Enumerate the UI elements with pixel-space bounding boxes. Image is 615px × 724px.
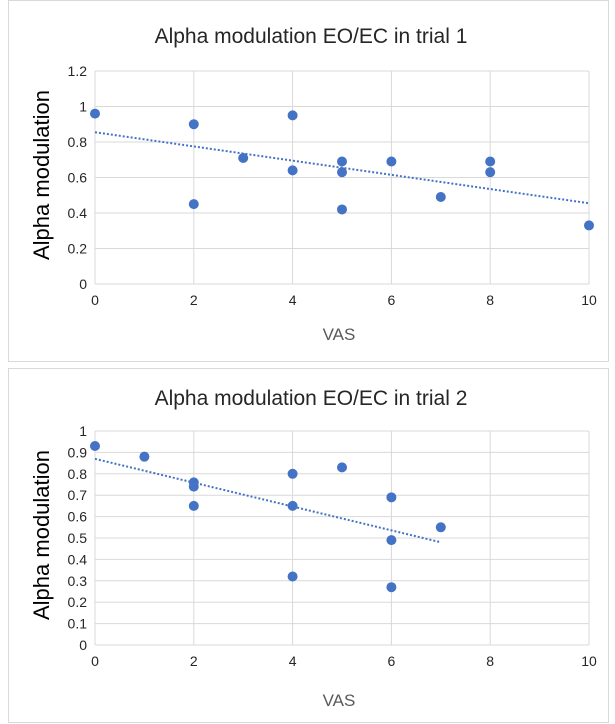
y-tick-label: 1 <box>79 99 87 115</box>
y-axis-title: Alpha modulation <box>29 450 54 620</box>
data-point <box>287 468 298 479</box>
data-point <box>287 571 298 582</box>
data-point <box>188 199 199 210</box>
x-axis-title: VAS <box>323 325 356 344</box>
chart-title: Alpha modulation EO/EC in trial 2 <box>155 387 468 410</box>
x-tick-label: 0 <box>91 292 99 308</box>
y-tick-label: 0.1 <box>68 616 88 632</box>
data-point <box>485 156 496 167</box>
y-tick-label: 0.9 <box>68 444 88 460</box>
data-point <box>337 156 347 167</box>
chart-title: Alpha modulation EO/EC in trial 1 <box>155 25 468 48</box>
y-tick-label: 0 <box>79 276 87 292</box>
trendline <box>94 457 442 544</box>
data-point <box>435 192 446 203</box>
data-point <box>386 492 397 503</box>
x-tick-label: 6 <box>388 653 396 669</box>
data-point <box>188 481 199 492</box>
chart-svg-1: Alpha modulation EO/EC in trial 1 Alpha … <box>29 25 597 344</box>
y-tick-label: 0.8 <box>68 134 88 150</box>
x-tick-label: 10 <box>581 653 597 669</box>
y-tick-label: 0.2 <box>68 594 88 610</box>
y-tick-label: 0.5 <box>68 530 88 546</box>
chart-panel-2: Alpha modulation EO/EC in trial 2 Alpha … <box>8 368 609 723</box>
x-tick-label: 4 <box>289 292 297 308</box>
data-point <box>584 220 594 231</box>
y-tick-label: 1 <box>79 423 87 439</box>
data-point <box>386 156 397 167</box>
data-point <box>188 500 199 511</box>
x-axis-title: VAS <box>323 691 356 710</box>
data-point <box>337 204 347 215</box>
y-tick-label: 0.6 <box>68 170 88 186</box>
y-tick-label: 0.4 <box>68 205 88 221</box>
data-point <box>386 535 397 546</box>
data-point <box>90 440 100 451</box>
data-point <box>337 462 347 473</box>
data-point <box>485 167 496 178</box>
data-point <box>287 110 298 121</box>
y-tick-label: 0.3 <box>68 573 88 589</box>
y-tick-label: 0.6 <box>68 509 88 525</box>
x-tick-label: 10 <box>581 292 597 308</box>
data-point <box>287 165 298 176</box>
y-tick-label: 0.8 <box>68 466 88 482</box>
data-point <box>188 119 199 130</box>
x-tick-label: 2 <box>190 292 198 308</box>
chart-panel-1: Alpha modulation EO/EC in trial 1 Alpha … <box>8 0 609 362</box>
data-point <box>90 108 100 119</box>
y-tick-label: 0.2 <box>68 241 88 257</box>
data-point <box>238 152 249 163</box>
data-point <box>337 167 347 178</box>
y-tick-label: 0.7 <box>68 487 88 503</box>
data-point <box>435 522 446 533</box>
data-point <box>139 451 150 462</box>
y-tick-label: 1.2 <box>68 63 88 79</box>
x-tick-label: 8 <box>486 653 494 669</box>
x-tick-label: 4 <box>289 653 297 669</box>
chart-svg-2: Alpha modulation EO/EC in trial 2 Alpha … <box>29 387 597 710</box>
y-axis-title: Alpha modulation <box>29 90 54 260</box>
y-tick-label: 0 <box>79 637 87 653</box>
x-tick-label: 8 <box>486 292 494 308</box>
x-tick-label: 2 <box>190 653 198 669</box>
y-tick-label: 0.4 <box>68 551 88 567</box>
data-point <box>287 500 298 511</box>
data-point <box>386 582 397 593</box>
x-tick-label: 6 <box>388 292 396 308</box>
x-tick-label: 0 <box>91 653 99 669</box>
